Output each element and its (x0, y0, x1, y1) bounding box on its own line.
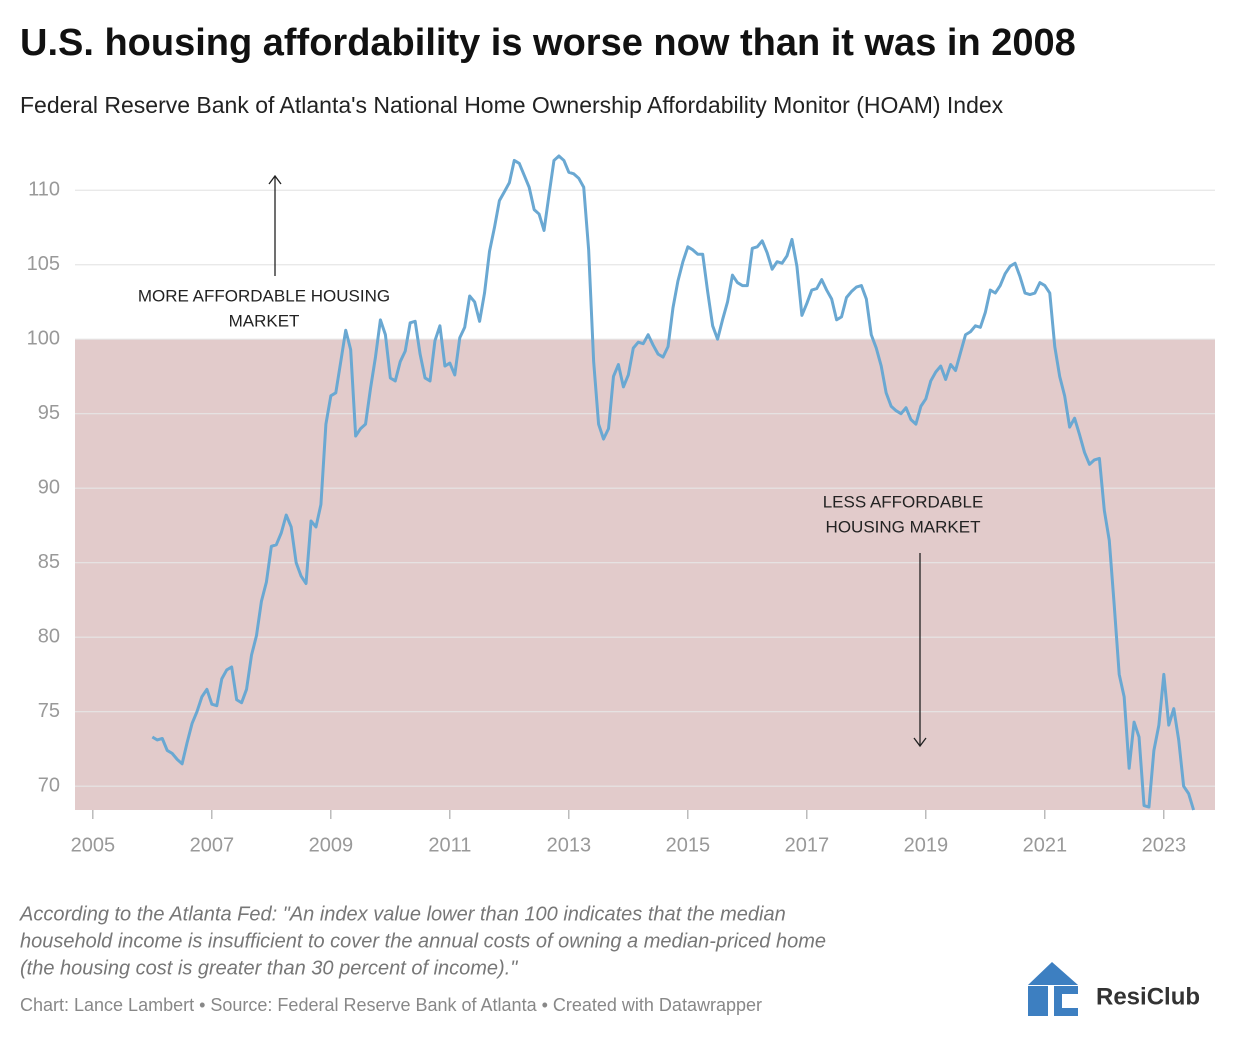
x-tick-label: 2007 (190, 834, 235, 856)
annotation-text: LESS AFFORDABLE (823, 492, 984, 511)
y-tick-label: 95 (38, 402, 60, 424)
logo-roof (1028, 962, 1078, 985)
x-tick-label: 2017 (785, 834, 830, 856)
x-tick-label: 2011 (428, 834, 471, 856)
y-tick-label: 100 (27, 327, 60, 349)
brand-name: ResiClub (1096, 983, 1200, 1010)
annotation-text: MORE AFFORDABLE HOUSING (138, 286, 390, 305)
annotation-text: HOUSING MARKET (826, 517, 981, 536)
plot-area: 70 75 80 85 90 95 100 105 110 2005 2007 2009 2011 201… (27, 154, 1215, 856)
y-tick-label: 70 (38, 774, 60, 796)
data-line (151, 154, 1196, 811)
brand-logo: ResiClub (1028, 962, 1200, 1016)
note-line: According to the Atlanta Fed: "An index … (19, 903, 786, 925)
source: Chart: Lance Lambert • Source: Federal R… (20, 995, 762, 1015)
y-tick-label: 80 (38, 625, 60, 647)
y-tick-label: 110 (28, 179, 60, 201)
notes: According to the Atlanta Fed: "An index … (19, 903, 826, 979)
y-tick-label: 85 (38, 551, 60, 573)
x-tick-label: 2005 (71, 834, 116, 856)
note-line: household income is insufficient to cove… (20, 930, 826, 952)
x-tick-label: 2021 (1023, 834, 1068, 856)
logo-r (1028, 986, 1048, 1016)
shaded-region (75, 339, 1215, 810)
annotation-arrowhead (268, 174, 282, 185)
logo-c-cut (1062, 994, 1078, 1008)
x-tick-label: 2023 (1142, 834, 1187, 856)
x-tick-label: 2013 (547, 834, 592, 856)
x-tick-label: 2019 (904, 834, 949, 856)
x-tick-label: 2015 (666, 834, 711, 856)
annotation-arrowhead (913, 737, 927, 748)
note-line: (the housing cost is greater than 30 per… (20, 957, 518, 979)
chart-title: U.S. housing affordability is worse now … (20, 22, 1076, 64)
x-tick-label: 2009 (309, 834, 354, 856)
y-tick-label: 75 (38, 700, 60, 722)
y-tick-label: 105 (27, 253, 60, 275)
chart-subtitle: Federal Reserve Bank of Atlanta's Nation… (20, 92, 1004, 118)
y-tick-label: 90 (38, 476, 60, 498)
annotation-text: MARKET (229, 311, 300, 330)
